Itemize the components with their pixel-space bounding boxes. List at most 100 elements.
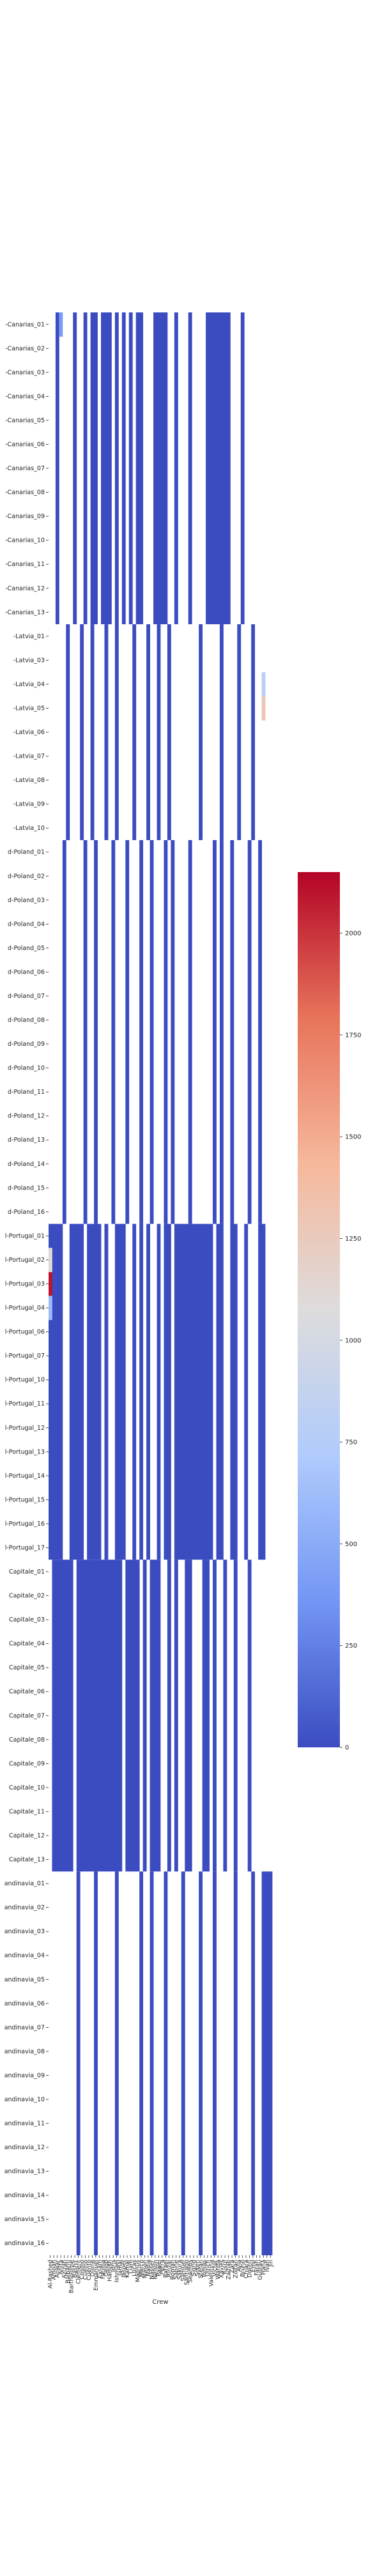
row-label: d-Poland_08 bbox=[8, 1017, 45, 1024]
row-label: d-Poland_12 bbox=[8, 1113, 45, 1120]
heatmap-cell-portugal-jasper bbox=[121, 1223, 126, 1560]
heatmap-cell-poland-emmanuel bbox=[94, 839, 98, 1224]
heatmap-cell-portugal-al-rashed bbox=[49, 1223, 52, 1560]
row-label: d-Poland_06 bbox=[8, 969, 45, 976]
row-label: d-Poland_14 bbox=[8, 1161, 45, 1168]
heatmap-cell-capitale-dione bbox=[90, 1560, 95, 1872]
hot-cell--latvia-05 bbox=[261, 696, 266, 721]
heatmap-cell-capitale-cuento bbox=[87, 1560, 91, 1872]
heatmap-cell-capitale-kamal bbox=[125, 1560, 130, 1872]
row-label: Capitale_10 bbox=[9, 1784, 45, 1791]
row-label: -Canarias_07 bbox=[5, 465, 45, 472]
column-label: Santiago bbox=[184, 2260, 190, 2285]
row-label: -Latvia_07 bbox=[13, 753, 45, 760]
heatmap-cell-canarias-liam bbox=[128, 312, 133, 625]
heatmap-cell-portugal-jamal bbox=[118, 1223, 123, 1560]
row-label: Capitale_01 bbox=[9, 1568, 45, 1575]
row-label: Capitale_07 bbox=[9, 1712, 45, 1719]
row-label: -Latvia_03 bbox=[13, 657, 45, 664]
colorbar-gradient bbox=[298, 872, 340, 1747]
hot-cell--canarias-01 bbox=[59, 312, 63, 337]
column-label: Xavier bbox=[219, 2260, 226, 2278]
heatmap-cell-capitale-geigo bbox=[104, 1560, 109, 1872]
heatmap-cell-canarias-ulrich bbox=[206, 312, 210, 625]
heatmap-cell-scandinavia-marco bbox=[139, 1871, 144, 2255]
heatmap-cell-capitale-nasser bbox=[150, 1560, 154, 1872]
row-label: d-Poland_07 bbox=[8, 993, 45, 1000]
heatmap-cell-portugal-valentina bbox=[209, 1223, 213, 1560]
heatmap-cell-canarias-jasper bbox=[121, 312, 126, 625]
heatmap-cell-poland-zara bbox=[230, 839, 234, 1224]
row-label: andinavia_01 bbox=[4, 1880, 45, 1887]
row-label: d-Poland_03 bbox=[8, 897, 45, 904]
heatmap-cell-portugal-anwar bbox=[55, 1223, 59, 1560]
heatmap-cell-canarias-nelson bbox=[153, 312, 157, 625]
column-label: Zoltan bbox=[233, 2260, 240, 2278]
hot-cell-l-portugal-03 bbox=[49, 1271, 52, 1296]
heatmap-cell-portugal-eyram bbox=[97, 1223, 102, 1560]
column-label: Samuel bbox=[181, 2260, 187, 2281]
heatmap-cell-capitale-anwar bbox=[55, 1560, 59, 1872]
row-label: d-Poland_10 bbox=[8, 1065, 45, 1072]
row-label: -Canarias_08 bbox=[5, 489, 45, 496]
heatmap-cell-capitale-fatima bbox=[101, 1560, 105, 1872]
row-label: andinavia_15 bbox=[4, 2216, 45, 2223]
heatmap-cell-capitale-bartholome bbox=[69, 1560, 73, 1872]
heatmap-cell-latvia-pawel bbox=[157, 624, 161, 840]
heatmap-cell-portugal-wanda bbox=[216, 1223, 220, 1560]
row-label: -Latvia_06 bbox=[13, 729, 45, 736]
heatmap-cell-canarias-ishmael bbox=[114, 312, 119, 625]
row-label: l-Portugal_14 bbox=[5, 1473, 45, 1480]
row-label: d-Poland_09 bbox=[8, 1041, 45, 1048]
heatmap-cell-canarias-bruno bbox=[240, 312, 245, 625]
heatmap-cell-portugal-marco bbox=[139, 1223, 144, 1560]
heatmap-cell-poland-rafael bbox=[164, 839, 168, 1224]
colorbar-tick-label: 750 bbox=[345, 1439, 357, 1446]
column-label: Anwar bbox=[55, 2260, 61, 2278]
heatmap-cell-capitale-rinzai bbox=[167, 1560, 171, 1872]
heatmap-cell-capitale-ulrich bbox=[206, 1560, 210, 1872]
heatmap-cell-poland-idris bbox=[111, 839, 116, 1224]
heatmap-cell-portugal-cuento bbox=[87, 1223, 91, 1560]
heatmap-cell-portugal-rafael bbox=[164, 1223, 168, 1560]
row-label: andinavia_10 bbox=[4, 2096, 45, 2103]
column-label: Zara bbox=[229, 2260, 236, 2273]
column-label: Ishmael bbox=[114, 2260, 121, 2282]
heatmap-cell-capitale-dmitri bbox=[247, 1560, 252, 1872]
colorbar-tick-label: 0 bbox=[345, 1745, 349, 1752]
heatmap-hot-cells bbox=[49, 312, 266, 1321]
heatmap-cell-latvia-balbanti bbox=[66, 624, 70, 840]
row-label: andinavia_02 bbox=[4, 1905, 45, 1912]
row-label: Capitale_08 bbox=[9, 1736, 45, 1744]
row-label: andinavia_07 bbox=[4, 2024, 45, 2031]
row-label: -Latvia_09 bbox=[13, 801, 45, 808]
heatmap-cell-portugal-bashir bbox=[73, 1223, 77, 1560]
heatmap-cell-capitale-cosmo bbox=[80, 1560, 84, 1872]
row-label: -Canarias_12 bbox=[5, 585, 45, 592]
heatmap-cell-canarias-magnus bbox=[135, 312, 140, 625]
heatmap-cell-portugal-tomas bbox=[202, 1223, 206, 1560]
column-label: Hamish bbox=[107, 2260, 114, 2281]
column-label: Sigrid bbox=[191, 2260, 197, 2276]
heatmap-cell-canarias-marco bbox=[139, 312, 144, 625]
heatmap-cell-scandinavia-zoltan bbox=[233, 1871, 238, 2255]
row-label: -Latvia_05 bbox=[13, 705, 45, 712]
heatmap-cell-portugal-amoah bbox=[52, 1223, 56, 1560]
heatmap-cell-capitale-eyram bbox=[97, 1560, 102, 1872]
colorbar-tick-label: 500 bbox=[345, 1541, 357, 1548]
row-label: l-Portugal_13 bbox=[5, 1448, 45, 1455]
heatmap-cell-capitale-anita bbox=[59, 1560, 63, 1872]
row-label: Capitale_06 bbox=[9, 1689, 45, 1696]
row-label: andinavia_16 bbox=[4, 2240, 45, 2247]
row-label: l-Portugal_11 bbox=[5, 1400, 45, 1407]
hot-cell-l-portugal-04 bbox=[49, 1296, 52, 1321]
column-label: Idris bbox=[111, 2260, 117, 2273]
row-label: l-Portugal_12 bbox=[5, 1425, 45, 1432]
heatmap-cell-canarias-pawel bbox=[157, 312, 161, 625]
heatmap-cell-capitale-idris bbox=[111, 1560, 116, 1872]
row-label: d-Poland_11 bbox=[8, 1089, 45, 1096]
column-label: Marco bbox=[139, 2260, 145, 2278]
heatmap-cell-latvia-ishmael bbox=[114, 624, 119, 840]
row-label: andinavia_08 bbox=[4, 2048, 45, 2055]
column-label: Ulrich bbox=[205, 2260, 211, 2276]
